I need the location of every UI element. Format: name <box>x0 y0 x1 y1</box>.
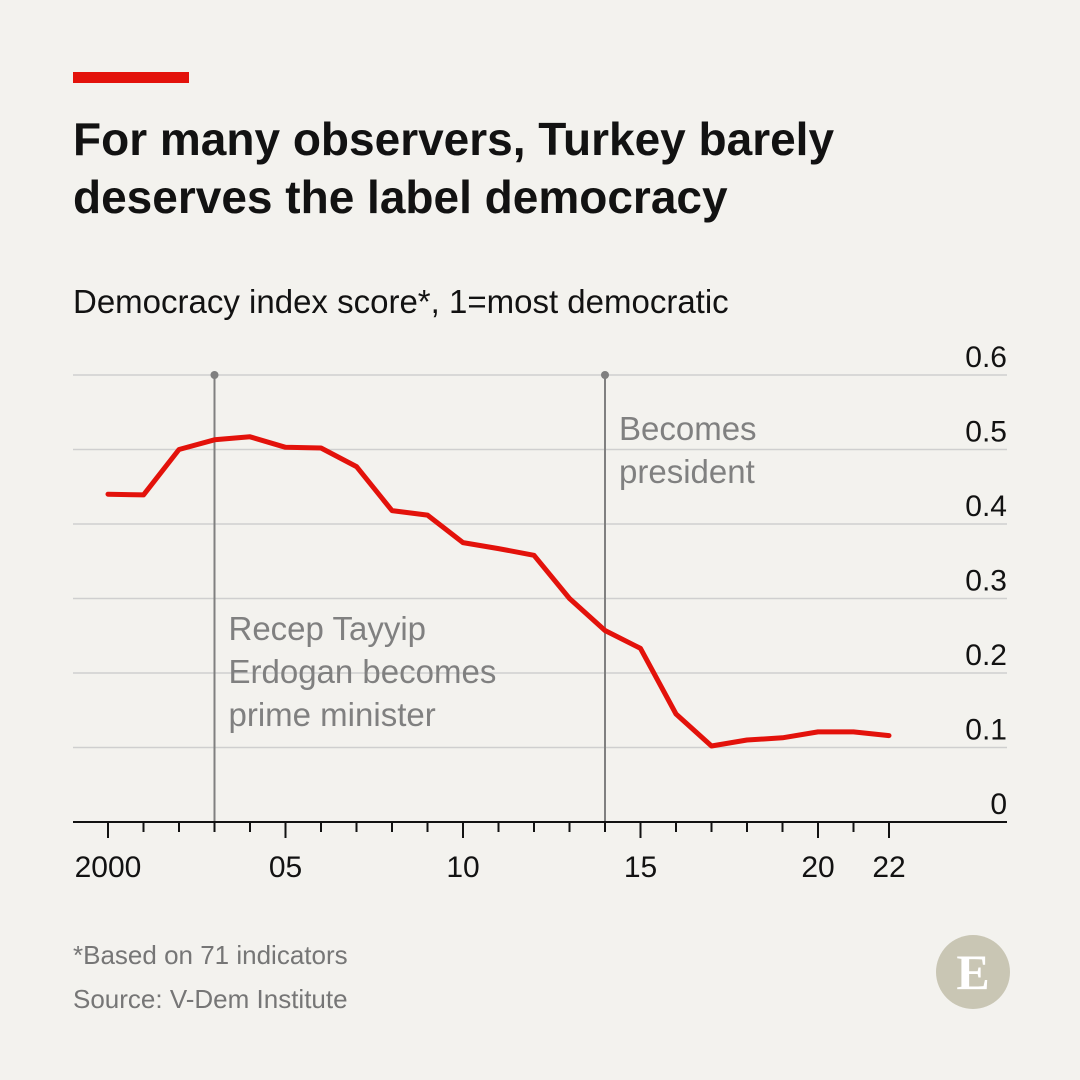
x-tick-label: 15 <box>624 851 657 884</box>
y-tick-label: 0.1 <box>965 714 1007 747</box>
source-note: Source: V-Dem Institute <box>73 984 348 1014</box>
y-tick-label: 0 <box>990 788 1007 821</box>
y-axis-labels: 0 0.1 0.2 0.3 0.4 0.5 0.6 <box>965 341 1007 821</box>
event-layer: Recep Tayyip Erdogan becomes prime ministe… <box>210 371 757 822</box>
x-tick-label: 05 <box>269 851 302 884</box>
event-marker-dot <box>210 371 219 379</box>
chart-subtitle: Democracy index score*, 1=most democrati… <box>73 283 729 320</box>
y-tick-label: 0.6 <box>965 341 1007 374</box>
x-axis: 2000 05 10 15 20 22 <box>73 821 1007 884</box>
x-tick-label: 22 <box>872 851 905 884</box>
chart-title-line-1: For many observers, Turkey barely <box>73 113 835 165</box>
series-layer <box>105 434 892 749</box>
event-annotation-line: Becomes <box>619 410 757 447</box>
y-tick-label: 0.3 <box>965 565 1007 598</box>
chart-title-line-2: deserves the label democracy <box>73 171 728 223</box>
series-line-democracy-index <box>105 434 892 749</box>
grid-layer <box>73 374 1007 749</box>
x-tick-label: 2000 <box>75 851 142 884</box>
event-annotation-line: president <box>619 453 755 490</box>
x-tick-label: 20 <box>801 851 834 884</box>
y-tick-label: 0.2 <box>965 639 1007 672</box>
footnote: *Based on 71 indicators <box>73 940 348 970</box>
economist-logo: E <box>936 935 1010 1009</box>
y-tick-label: 0.4 <box>965 490 1007 523</box>
event-annotation-line: prime minister <box>229 696 436 733</box>
event-annotation-line: Recep Tayyip <box>229 610 427 647</box>
chart-title: For many observers, Turkey barely deserv… <box>73 110 1033 226</box>
brand-accent-bar <box>73 72 189 83</box>
event-annotation-line: Erdogan becomes <box>229 653 497 690</box>
event-marker-dot <box>601 371 609 379</box>
logo-letter: E <box>956 944 990 1000</box>
x-tick-label: 10 <box>446 851 479 884</box>
y-tick-label: 0.5 <box>965 416 1007 449</box>
